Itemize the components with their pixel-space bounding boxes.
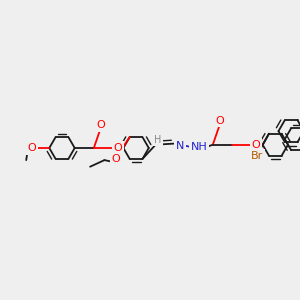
Text: NH: NH: [190, 142, 207, 152]
Text: O: O: [96, 120, 105, 130]
Text: Br: Br: [251, 151, 263, 160]
Text: O: O: [252, 140, 260, 150]
Text: O: O: [111, 154, 120, 164]
Text: N: N: [176, 141, 184, 151]
Text: O: O: [114, 143, 122, 153]
Text: O: O: [114, 143, 122, 153]
Text: O: O: [215, 116, 224, 126]
Text: H: H: [154, 135, 161, 145]
Text: O: O: [28, 143, 37, 153]
